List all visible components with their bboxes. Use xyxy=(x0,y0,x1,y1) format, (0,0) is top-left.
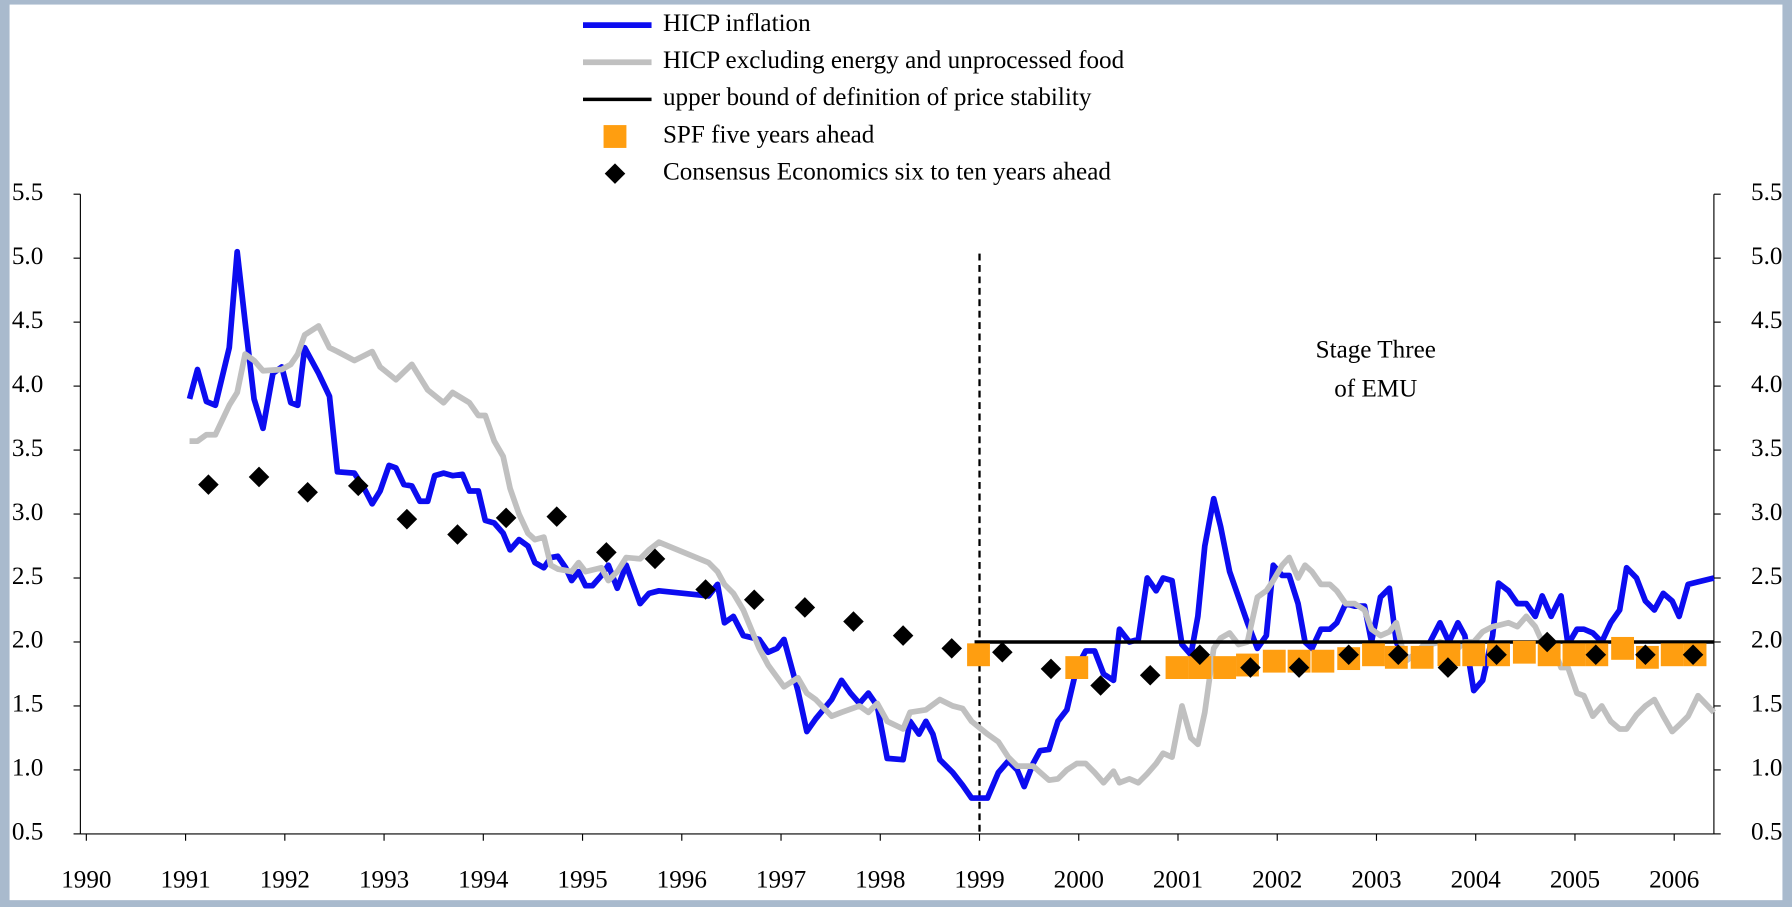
series-point xyxy=(1536,631,1558,653)
legend-label: HICP inflation xyxy=(663,10,811,37)
x-tick-label: 1997 xyxy=(756,867,806,894)
x-tick-label: 1999 xyxy=(954,867,1004,894)
series-point xyxy=(1611,636,1635,660)
x-tick-label: 1998 xyxy=(855,867,905,894)
series-point xyxy=(843,611,864,632)
series-point xyxy=(1065,656,1089,679)
series-point xyxy=(892,625,914,646)
x-tick-label: 1995 xyxy=(557,867,607,894)
series-point xyxy=(941,638,963,659)
y2-tick-label: 1.0 xyxy=(1751,755,1782,782)
series-point xyxy=(967,643,990,667)
y-tick-label: 1.0 xyxy=(12,755,43,782)
series-point xyxy=(1165,656,1189,679)
series-point xyxy=(1188,656,1212,679)
x-tick-label: 1996 xyxy=(657,867,707,894)
x-tick-label: 1994 xyxy=(458,867,509,894)
series-point xyxy=(1462,643,1486,667)
series-point xyxy=(1410,645,1434,669)
series-point xyxy=(1213,656,1237,679)
series-point xyxy=(546,506,568,527)
series-point xyxy=(1139,664,1161,686)
x-tick-label: 2006 xyxy=(1649,867,1699,894)
series-point xyxy=(695,579,716,600)
y-tick-label: 2.0 xyxy=(12,627,43,654)
legend-label: upper bound of definition of price stabi… xyxy=(663,84,1092,111)
legend-swatch xyxy=(603,125,627,148)
series-point xyxy=(1262,649,1286,673)
annotation: Stage Three xyxy=(1316,337,1436,364)
y2-tick-label: 3.5 xyxy=(1751,435,1782,462)
y-tick-label: 1.5 xyxy=(12,691,43,718)
series-point xyxy=(1562,643,1586,667)
series-point xyxy=(1288,657,1310,678)
legend-label: SPF five years ahead xyxy=(663,121,875,148)
series-point xyxy=(1311,649,1335,673)
x-tick-label: 1992 xyxy=(260,867,310,894)
y-tick-label: 5.0 xyxy=(12,243,43,270)
series-point xyxy=(495,507,517,529)
series-point xyxy=(1585,644,1607,666)
y-tick-label: 2.5 xyxy=(12,563,43,590)
x-tick-label: 2004 xyxy=(1451,867,1502,894)
y2-tick-label: 1.5 xyxy=(1751,691,1782,718)
x-tick-label: 2005 xyxy=(1550,867,1600,894)
legend-swatch xyxy=(604,163,626,184)
y2-tick-label: 4.5 xyxy=(1751,307,1782,334)
x-tick-label: 1991 xyxy=(160,867,210,894)
series-point xyxy=(1486,644,1507,666)
x-tick-label: 2000 xyxy=(1054,867,1104,894)
series-point xyxy=(1189,644,1211,666)
series-point xyxy=(1660,643,1684,667)
legend-label: HICP excluding energy and unprocessed fo… xyxy=(663,47,1125,74)
y2-tick-label: 5.0 xyxy=(1751,243,1782,270)
series-point xyxy=(1635,644,1656,666)
series-point xyxy=(1362,643,1385,667)
annotation: of EMU xyxy=(1334,375,1417,402)
x-tick-label: 2003 xyxy=(1351,867,1401,894)
series-point xyxy=(1682,644,1704,666)
y-tick-label: 5.5 xyxy=(12,179,43,206)
series-point xyxy=(596,542,617,563)
y-tick-label: 0.5 xyxy=(12,819,43,846)
legend-label: Consensus Economics six to ten years ahe… xyxy=(663,158,1111,185)
y2-tick-label: 0.5 xyxy=(1751,819,1782,846)
x-tick-label: 1990 xyxy=(61,867,111,894)
y2-tick-label: 3.0 xyxy=(1751,499,1782,526)
y-tick-label: 3.5 xyxy=(12,435,43,462)
series-point xyxy=(1040,658,1062,680)
y-tick-label: 4.5 xyxy=(12,307,43,334)
y2-tick-label: 2.5 xyxy=(1751,563,1782,590)
series-point xyxy=(1437,643,1461,667)
series-point xyxy=(1512,640,1536,664)
y2-tick-label: 4.0 xyxy=(1751,371,1782,398)
series-point xyxy=(992,641,1013,663)
y2-tick-label: 2.0 xyxy=(1751,627,1782,654)
x-tick-label: 1993 xyxy=(359,867,409,894)
series-line xyxy=(189,323,1716,786)
x-tick-label: 2001 xyxy=(1153,867,1203,894)
y-tick-label: 3.0 xyxy=(12,499,43,526)
series-point xyxy=(1388,644,1409,666)
series-point xyxy=(1537,643,1561,667)
x-tick-label: 2002 xyxy=(1252,867,1302,894)
series-point xyxy=(644,548,666,570)
y-tick-label: 4.0 xyxy=(12,371,43,398)
series-point xyxy=(347,475,369,497)
plot-background xyxy=(9,4,1783,901)
series-point xyxy=(794,597,816,618)
y2-tick-label: 5.5 xyxy=(1751,179,1782,206)
series-point xyxy=(743,589,765,611)
